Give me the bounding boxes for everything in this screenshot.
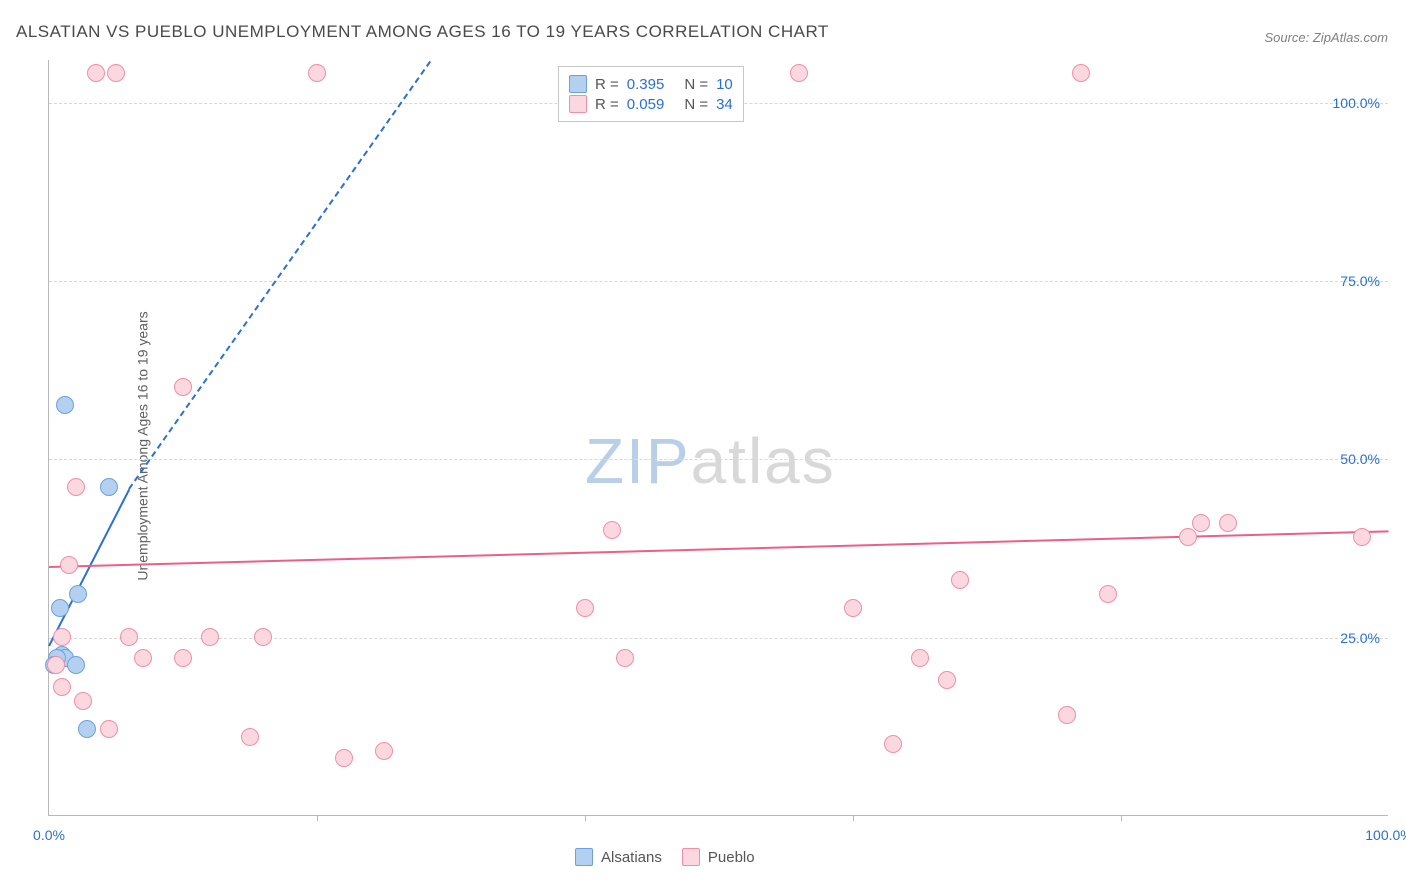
stats-r-value: 0.059 [627,96,665,113]
x-tick-label: 0.0% [33,827,65,843]
gridline-h [49,638,1388,639]
data-point [938,671,956,689]
legend-swatch [569,75,587,93]
x-tick-mark [585,815,586,821]
data-point [78,720,96,738]
data-point [47,656,65,674]
plot-area: ZIPatlas 25.0%50.0%75.0%100.0%0.0%100.0% [48,60,1388,816]
data-point [335,749,353,767]
data-point [911,649,929,667]
x-tick-mark [853,815,854,821]
data-point [576,599,594,617]
legend-swatch [569,95,587,113]
data-point [951,571,969,589]
chart-container: ALSATIAN VS PUEBLO UNEMPLOYMENT AMONG AG… [0,0,1406,892]
chart-source-label: Source: ZipAtlas.com [1264,30,1388,45]
data-point [1099,585,1117,603]
stats-r-value: 0.395 [627,76,665,93]
stats-legend-row: R = 0.395 N = 10 [569,75,733,93]
stats-legend: R = 0.395 N = 10 R = 0.059 N = 34 [558,66,744,122]
data-point [100,720,118,738]
data-point [67,478,85,496]
data-point [107,64,125,82]
data-point [60,556,78,574]
data-point [53,678,71,696]
stats-n-label: N = [684,76,708,93]
data-point [87,64,105,82]
watermark-atlas: atlas [691,425,836,497]
data-point [56,396,74,414]
data-point [1179,528,1197,546]
data-point [844,599,862,617]
data-point [53,628,71,646]
data-point [69,585,87,603]
bottom-legend-item: Alsatians [575,848,662,866]
data-point [241,728,259,746]
watermark: ZIPatlas [585,424,836,498]
x-tick-label: 100.0% [1365,827,1406,843]
data-point [67,656,85,674]
data-point [134,649,152,667]
data-point [375,742,393,760]
data-point [51,599,69,617]
y-tick-label: 25.0% [1340,630,1380,646]
data-point [1219,514,1237,532]
bottom-legend: Alsatians Pueblo [575,848,755,866]
data-point [1072,64,1090,82]
y-tick-label: 50.0% [1340,451,1380,467]
stats-r-label: R = [595,76,619,93]
data-point [74,692,92,710]
bottom-legend-label: Alsatians [601,849,662,866]
watermark-zip: ZIP [585,425,691,497]
data-point [884,735,902,753]
data-point [100,478,118,496]
data-point [1353,528,1371,546]
x-tick-mark [1121,815,1122,821]
data-point [1192,514,1210,532]
stats-n-label: N = [684,96,708,113]
data-point [174,378,192,396]
y-tick-label: 75.0% [1340,273,1380,289]
bottom-legend-item: Pueblo [682,848,755,866]
trendline-dashed [129,60,432,489]
y-tick-label: 100.0% [1333,95,1380,111]
data-point [201,628,219,646]
stats-legend-row: R = 0.059 N = 34 [569,95,733,113]
gridline-h [49,459,1388,460]
chart-title: ALSATIAN VS PUEBLO UNEMPLOYMENT AMONG AG… [16,22,829,42]
gridline-h [49,281,1388,282]
legend-swatch [682,848,700,866]
stats-r-label: R = [595,96,619,113]
data-point [120,628,138,646]
stats-n-value: 34 [716,96,733,113]
bottom-legend-label: Pueblo [708,849,755,866]
data-point [616,649,634,667]
stats-n-value: 10 [716,76,733,93]
data-point [790,64,808,82]
data-point [308,64,326,82]
data-point [603,521,621,539]
data-point [254,628,272,646]
x-tick-mark [317,815,318,821]
data-point [1058,706,1076,724]
data-point [174,649,192,667]
legend-swatch [575,848,593,866]
